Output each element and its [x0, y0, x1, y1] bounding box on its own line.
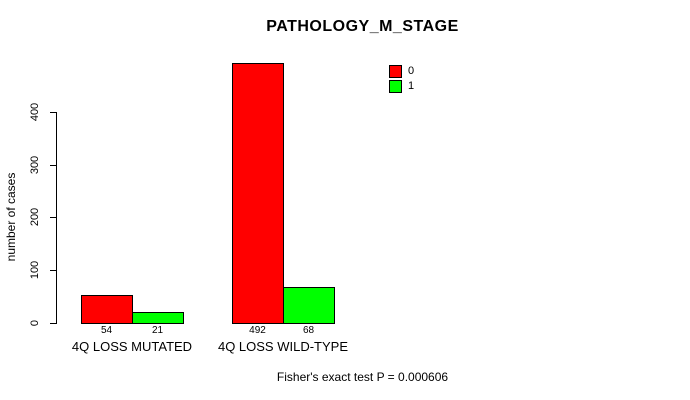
legend-swatch-icon	[389, 65, 402, 78]
y-axis-tick	[50, 165, 57, 166]
legend-label: 1	[408, 80, 415, 92]
y-axis-tick	[50, 217, 57, 218]
stat-test-caption: Fisher's exact test P = 0.000606	[276, 370, 449, 384]
bar-series-0	[81, 295, 133, 324]
bar-value-label: 54	[100, 325, 113, 336]
legend-label: 0	[408, 65, 415, 77]
bar-value-label: 21	[151, 325, 164, 336]
chart-title: PATHOLOGY_M_STAGE	[266, 18, 459, 35]
y-axis-tick	[50, 323, 57, 324]
y-axis-tick-label: 400	[29, 102, 41, 122]
bar-value-label: 68	[302, 325, 315, 336]
y-axis-tick-label: 100	[29, 260, 41, 280]
y-axis-tick	[50, 270, 57, 271]
y-axis-line	[56, 112, 57, 324]
y-axis-tick-label: 200	[29, 207, 41, 227]
bar-series-1	[283, 287, 335, 324]
bar-value-label: 492	[249, 325, 266, 336]
legend-entry: 1	[389, 80, 414, 93]
y-axis-tick	[50, 112, 57, 113]
legend-swatch-icon	[389, 80, 402, 93]
legend-entry: 0	[389, 65, 414, 78]
bar-series-0	[232, 63, 284, 324]
category-label: 4Q LOSS MUTATED	[71, 339, 193, 354]
category-label: 4Q LOSS WILD-TYPE	[217, 339, 349, 354]
y-axis-tick-label: 0	[29, 319, 41, 327]
bar-series-1	[132, 312, 184, 324]
y-axis-tick-label: 300	[29, 155, 41, 175]
